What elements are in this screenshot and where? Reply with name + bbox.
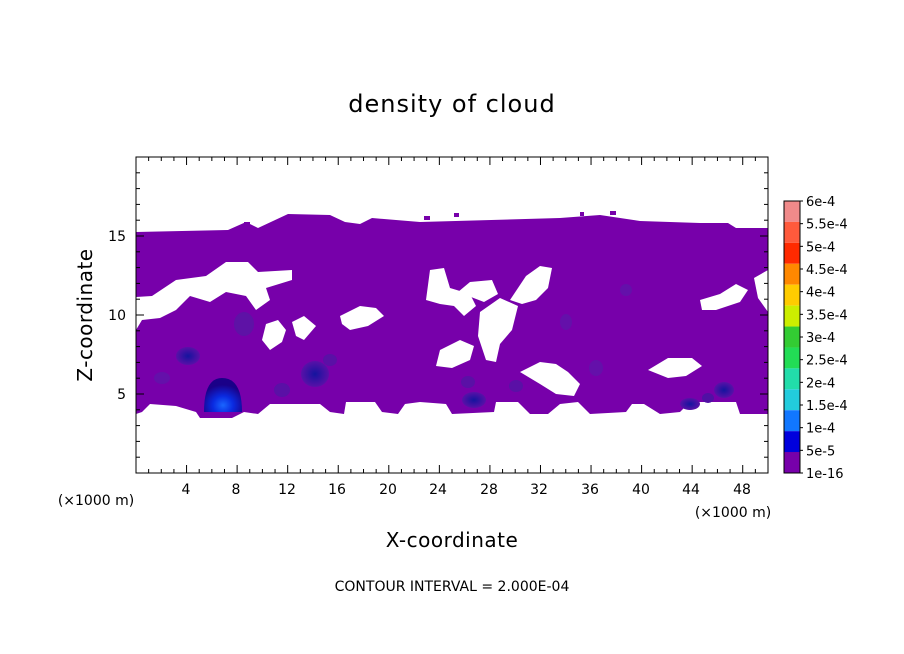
cloud-blob: [560, 314, 572, 330]
colorbar-swatch: [784, 326, 800, 348]
cloud-blob: [589, 360, 603, 376]
cloud-gap: [262, 320, 286, 350]
colorbar-label: 2.5e-4: [806, 354, 848, 369]
x-tick-label: 8: [232, 482, 241, 498]
cloud-speck: [580, 212, 584, 216]
cloud-gap: [700, 284, 748, 310]
x-unit-right: (×1000 m): [695, 505, 771, 521]
colorbar-swatch: [784, 221, 800, 243]
plot-area: [135, 156, 769, 474]
cloud-speck: [244, 222, 250, 226]
y-tick-label: 15: [108, 229, 126, 245]
colorbar: 6e-4 5.5e-4 5e-4 4.5e-4 4e-4 3.5e-4 3e-4 2.5e-4…: [783, 195, 848, 482]
y-axis-label: Z-coordinate: [73, 248, 97, 381]
x-tick-label: 44: [682, 482, 700, 498]
cloud-core: [204, 378, 242, 412]
colorbar-swatch: [784, 389, 800, 411]
x-tick-labels: 4 8 12 16 20 24 28 32 36 40 44 48: [182, 482, 751, 498]
cloud-blob: [461, 376, 475, 388]
axis-ticks: [136, 157, 768, 473]
colorbar-swatch: [784, 347, 800, 369]
colorbar-swatch: [784, 242, 800, 264]
colorbar-label: 1.5e-4: [806, 399, 848, 414]
cloud-blob: [234, 312, 254, 336]
x-unit-left: (×1000 m): [58, 493, 134, 509]
colorbar-swatch: [784, 368, 800, 390]
x-tick-label: 12: [278, 482, 296, 498]
cloud-gap: [436, 340, 474, 368]
cloud-speck: [424, 216, 430, 220]
cloud-blob: [301, 361, 329, 387]
cloud-blob: [323, 354, 337, 366]
cloud-blob: [154, 372, 170, 384]
y-tick-label: 5: [117, 387, 126, 403]
cloud-blob: [176, 347, 200, 365]
cloud-blob: [702, 393, 714, 403]
cloud-blob: [620, 284, 632, 296]
colorbar-label: 5.5e-4: [806, 218, 848, 233]
x-tick-label: 28: [480, 482, 498, 498]
cloud-blob: [680, 398, 700, 410]
y-tick-labels: 5 10 15: [108, 229, 126, 403]
cloud-layer: [136, 214, 768, 418]
cloud-gap: [292, 316, 316, 340]
x-tick-label: 48: [733, 482, 751, 498]
colorbar-label: 3.5e-4: [806, 308, 848, 323]
colorbar-swatch: [784, 410, 800, 432]
colorbar-swatch: [784, 201, 800, 222]
colorbar-label: 5e-5: [806, 444, 835, 459]
cloud-gap: [458, 280, 498, 302]
cloud-gap: [478, 298, 518, 362]
cloud-gap: [340, 306, 384, 330]
x-tick-label: 36: [581, 482, 599, 498]
x-tick-label: 24: [429, 482, 447, 498]
x-tick-label: 4: [182, 482, 191, 498]
cloud-speck: [610, 211, 616, 215]
cloud-gap: [136, 262, 292, 330]
cloud-gap: [426, 268, 476, 316]
colorbar-swatch: [784, 305, 800, 327]
x-tick-label: 40: [632, 482, 650, 498]
cloud-blob: [509, 380, 523, 392]
cloud-blob: [274, 383, 290, 397]
cloud-blob: [714, 382, 734, 398]
y-tick-label: 10: [108, 308, 126, 324]
cloud-field: [136, 211, 768, 418]
colorbar-label: 2e-4: [806, 376, 835, 391]
colorbar-label: 4e-4: [806, 286, 835, 301]
colorbar-label: 1e-16: [806, 467, 844, 482]
colorbar-label: 1e-4: [806, 422, 835, 437]
cloud-speck: [454, 213, 459, 217]
colorbar-swatch: [784, 263, 800, 285]
cloud-gap: [510, 266, 552, 304]
cloud-gap: [520, 362, 580, 396]
x-tick-label: 16: [328, 482, 346, 498]
x-tick-label: 32: [530, 482, 548, 498]
contour-interval-note: CONTOUR INTERVAL = 2.000E-04: [335, 579, 570, 595]
colorbar-label: 5e-4: [806, 240, 835, 255]
cloud-blob: [462, 392, 486, 408]
colorbar-swatch: [784, 452, 800, 473]
cloud-gap: [648, 358, 702, 378]
colorbar-label: 3e-4: [806, 331, 835, 346]
colorbar-label: 6e-4: [806, 195, 835, 210]
colorbar-swatch: [784, 431, 800, 453]
x-axis-label: X-coordinate: [386, 528, 519, 552]
x-tick-label: 20: [379, 482, 397, 498]
chart-title: density of cloud: [348, 90, 555, 118]
cloud-gap: [754, 270, 768, 312]
colorbar-label: 4.5e-4: [806, 263, 848, 278]
colorbar-swatch: [784, 284, 800, 306]
